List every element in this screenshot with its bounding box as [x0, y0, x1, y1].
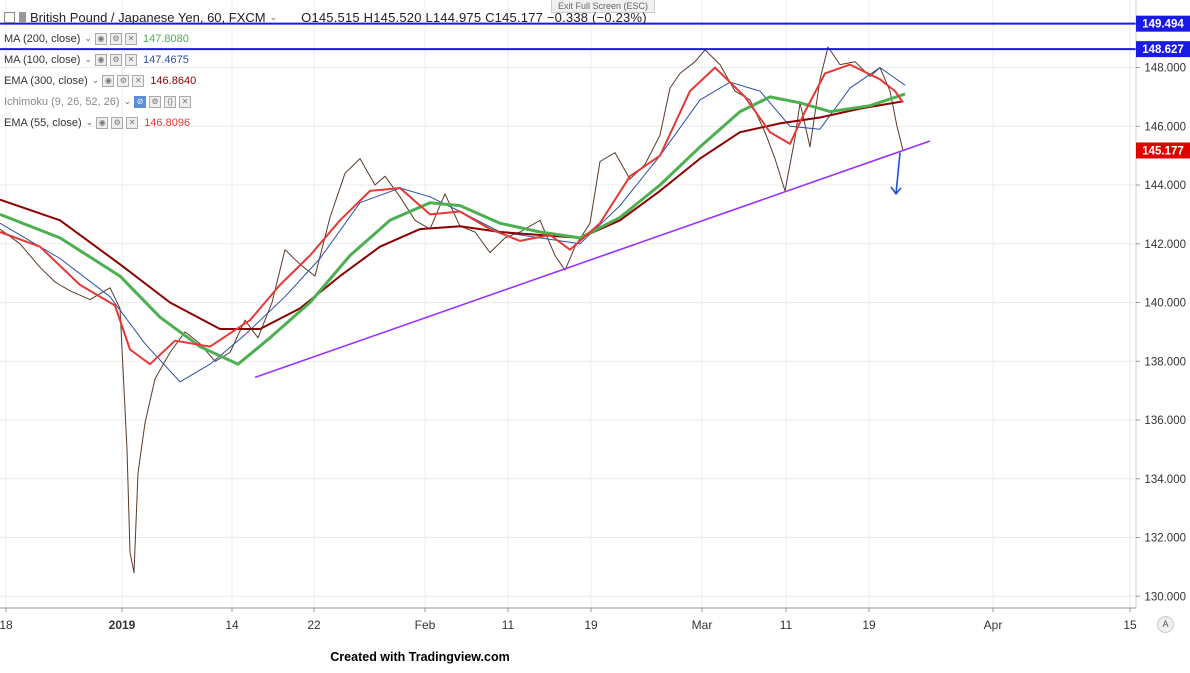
series-line-ema-55-close [0, 63, 904, 366]
gear-icon[interactable]: ⚙ [111, 116, 124, 129]
auto-scale-button[interactable]: A [1157, 616, 1174, 633]
indicator-value: 146.8096 [144, 116, 191, 129]
x-tick-label: 14 [225, 618, 239, 632]
y-tick-label: 140.000 [1144, 298, 1186, 310]
price-tag-label: 145.177 [1142, 145, 1184, 157]
series-line-ma-200-close [0, 92, 906, 366]
y-tick-label: 146.000 [1144, 121, 1186, 133]
chart-grid [0, 0, 1136, 608]
exit-fullscreen-button[interactable]: Exit Full Screen (ESC) [551, 0, 656, 13]
gear-icon[interactable]: ⚙ [149, 95, 162, 108]
gear-icon[interactable]: ⚙ [117, 74, 130, 87]
close-icon[interactable]: ✕ [124, 53, 137, 66]
x-tick-label: 18 [0, 618, 13, 632]
down-arrow-head[interactable] [890, 186, 902, 196]
gear-icon[interactable]: ⚙ [109, 32, 122, 45]
indicator-label[interactable]: Ichimoku (9, 26, 52, 26) [4, 95, 120, 108]
visibility-icon[interactable]: ◉ [96, 116, 109, 129]
gear-icon[interactable]: ⚙ [109, 53, 122, 66]
symbol-legend-row: British Pound / Japanese Yen, 60, FXCM ⌄… [4, 6, 647, 28]
ohlc-values: O145.515 H145.520 L144.975 C145.177 −0.3… [301, 9, 647, 25]
y-tick-label: 132.000 [1144, 533, 1186, 545]
x-tick-label: Apr [984, 618, 1003, 632]
price-tags: 149.494 148.627 145.177 [1136, 15, 1190, 159]
price-tag-label: 148.627 [1142, 44, 1184, 56]
source-code-icon[interactable]: {} [164, 95, 177, 108]
indicator-label[interactable]: MA (100, close) [4, 53, 81, 66]
x-tick-label: 19 [584, 618, 598, 632]
series-style-icon [19, 11, 26, 23]
x-tick-label: 19 [862, 618, 876, 632]
price-tag-box [1136, 41, 1190, 58]
close-icon[interactable]: ✕ [126, 116, 139, 129]
indicator-row: EMA (55, close) ⌄ ◉ ⚙ ✕ 146.8096 [4, 112, 647, 133]
x-tick-label: 2019 [109, 618, 136, 632]
price-tag-label: 149.494 [1142, 19, 1184, 31]
chevron-down-icon[interactable]: ⌄ [91, 75, 100, 85]
indicator-row: EMA (300, close) ⌄ ◉ ⚙ ✕ 146.8640 [4, 70, 647, 91]
trendline[interactable] [254, 140, 931, 379]
visibility-icon[interactable]: ◉ [94, 53, 107, 66]
close-icon[interactable]: ✕ [132, 74, 145, 87]
x-tick-label: 22 [307, 618, 321, 632]
chart-drawings [0, 22, 1136, 379]
visibility-icon[interactable]: ◉ [94, 32, 107, 45]
price-tag-box [1136, 142, 1190, 159]
y-tick-label: 130.000 [1144, 591, 1186, 603]
chevron-down-icon[interactable]: ⌄ [84, 33, 92, 43]
indicator-value: 146.8640 [150, 74, 197, 87]
x-tick-label: Mar [692, 618, 713, 632]
x-tick-label: 11 [780, 618, 793, 632]
y-tick-label: 134.000 [1144, 474, 1186, 486]
indicator-label[interactable]: EMA (300, close) [4, 74, 88, 87]
hidden-icon[interactable]: ⊘ [134, 95, 147, 108]
close-icon[interactable]: ✕ [124, 32, 137, 45]
series-line-ma-100-close [0, 67, 906, 383]
close-icon[interactable]: ✕ [179, 95, 192, 108]
indicator-label[interactable]: MA (200, close) [4, 32, 81, 45]
series-line-price [0, 46, 904, 574]
series-line-ema-300-close [0, 100, 904, 330]
chevron-down-icon[interactable]: ⌄ [269, 11, 278, 22]
y-tick-label: 138.000 [1144, 356, 1186, 368]
indicator-row: MA (200, close) ⌄ ◉ ⚙ ✕ 147.8080 [4, 28, 647, 49]
indicator-value: 147.4675 [142, 53, 189, 66]
x-tick-label: Feb [415, 618, 436, 632]
footer-credit: Created with Tradingview.com [330, 650, 510, 664]
y-tick-label: 148.000 [1144, 63, 1186, 75]
y-tick-label: 144.000 [1144, 180, 1186, 192]
indicator-label[interactable]: EMA (55, close) [4, 116, 82, 129]
indicator-row: Ichimoku (9, 26, 52, 26) ⌄ ⊘ ⚙ {} ✕ [4, 91, 647, 112]
price-tag-box [1136, 15, 1190, 32]
indicator-row: MA (100, close) ⌄ ◉ ⚙ ✕ 147.4675 [4, 49, 647, 70]
chevron-down-icon[interactable]: ⌄ [123, 96, 132, 106]
x-tick-label: 11 [502, 618, 515, 632]
x-tick-label: 15 [1123, 618, 1137, 632]
chart-series [0, 46, 906, 574]
y-tick-label: 136.000 [1144, 415, 1186, 427]
y-tick-label: 142.000 [1144, 239, 1186, 251]
symbol-title[interactable]: British Pound / Japanese Yen, 60, FXCM [30, 9, 266, 25]
chevron-down-icon[interactable]: ⌄ [84, 54, 92, 64]
indicator-value: 147.8080 [142, 32, 189, 45]
price-axis[interactable]: 130.000 132.000 134.000 136.000 138.000 140.0… [1136, 63, 1186, 604]
collapse-icon[interactable] [4, 11, 15, 23]
chevron-down-icon[interactable]: ⌄ [85, 117, 94, 127]
time-axis[interactable]: 18 2019 14 22 Feb 11 19 Mar 11 19 Apr 15 [0, 608, 1137, 632]
chart-legend: British Pound / Japanese Yen, 60, FXCM ⌄… [4, 6, 647, 133]
down-arrow-shaft[interactable] [895, 152, 901, 194]
visibility-icon[interactable]: ◉ [102, 74, 115, 87]
